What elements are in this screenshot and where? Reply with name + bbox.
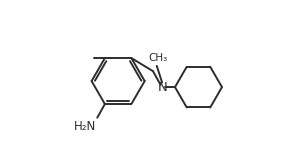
Text: H₂N: H₂N [73, 120, 96, 133]
Text: N: N [158, 81, 168, 94]
Text: CH₃: CH₃ [149, 53, 168, 63]
